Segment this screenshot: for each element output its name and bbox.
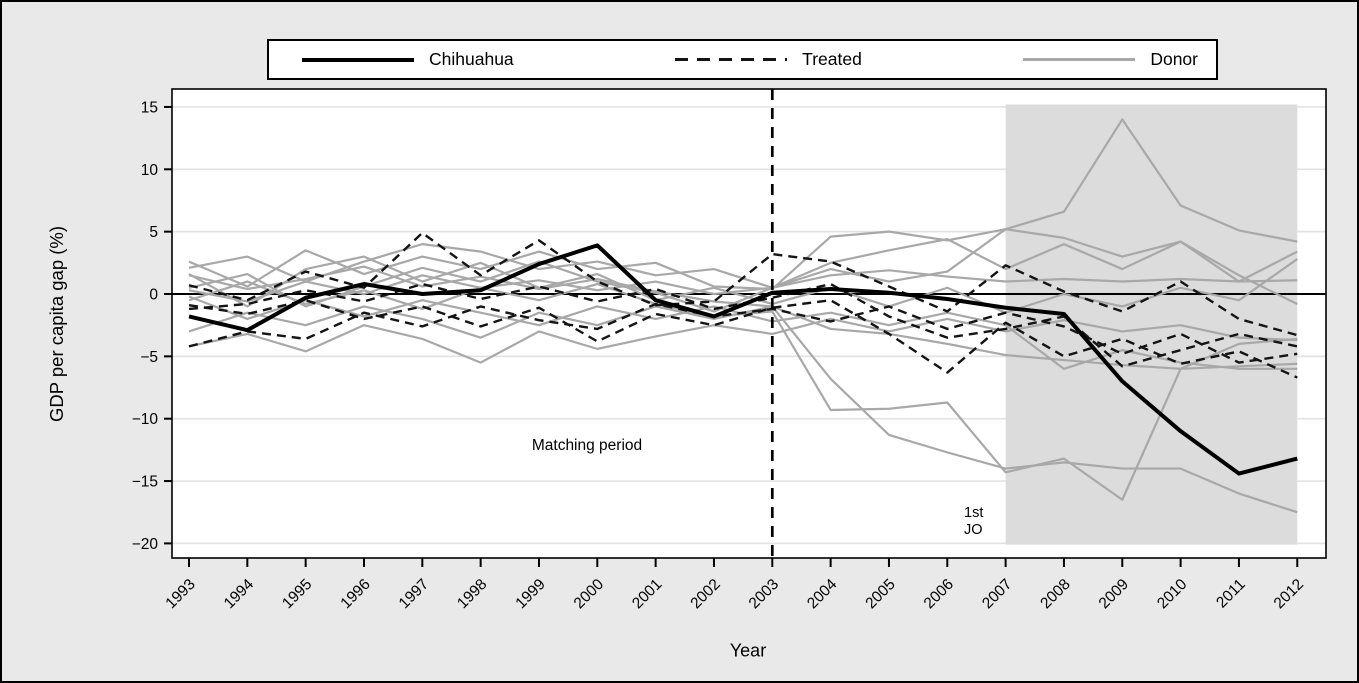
- x-tick-label: 2010: [1154, 576, 1191, 613]
- treated-line: [188, 282, 1298, 368]
- donor-line: [188, 295, 1298, 370]
- y-tick-label: −5: [140, 349, 158, 366]
- x-tick-label: 1994: [221, 576, 258, 613]
- y-tick-label: −15: [132, 474, 158, 491]
- chihuahua-line: [188, 243, 1298, 476]
- treated-line: [188, 302, 1298, 364]
- first-jo-line2: JO: [964, 522, 983, 538]
- legend-entry-donor: Donor: [1023, 49, 1198, 70]
- treated-line: [188, 231, 1298, 337]
- x-tick-label: 2001: [629, 576, 665, 612]
- x-tick-label: 2002: [687, 576, 723, 612]
- y-axis-title: GDP per capita gap (%): [46, 225, 67, 423]
- x-tick-label: 1993: [162, 576, 198, 612]
- y-tick-label: 0: [149, 287, 158, 304]
- donor-line: [188, 317, 1298, 364]
- x-tick-label: 2009: [1096, 576, 1132, 612]
- chart-legend: Chihuahua Treated Donor: [267, 39, 1218, 80]
- x-axis-title: Year: [729, 640, 767, 661]
- x-tick-label: 1996: [337, 576, 373, 612]
- x-tick-label: 2003: [746, 576, 782, 612]
- post-treatment-region: [1005, 104, 1298, 545]
- x-tick-label: 2012: [1271, 576, 1307, 612]
- x-tick-label: 2006: [921, 576, 957, 612]
- y-tick-label: 10: [141, 162, 159, 179]
- x-tick-label: 2008: [1037, 576, 1073, 612]
- legend-label-treated: Treated: [802, 49, 862, 69]
- x-tick-label: 1998: [454, 576, 490, 612]
- donor-line: [188, 118, 1298, 313]
- matching-period-annotation: Matching period: [531, 437, 643, 454]
- legend-entry-chihuahua: Chihuahua: [302, 49, 514, 70]
- legend-label-donor: Donor: [1150, 49, 1198, 69]
- x-tick-label: 2007: [979, 576, 1015, 612]
- y-tick-label: −10: [132, 411, 159, 428]
- x-tick-label: 1999: [512, 576, 548, 612]
- donor-line-sample-icon: [1023, 58, 1136, 61]
- x-tick-label: 2005: [862, 576, 898, 612]
- donor-line: [188, 269, 1298, 303]
- first-jo-annotation: 1st JO: [964, 505, 983, 539]
- plot-border: [171, 88, 1327, 559]
- treated-line-sample-icon: [675, 58, 788, 61]
- x-tick-label: 2000: [571, 576, 608, 613]
- treated-line: [188, 299, 1298, 379]
- legend-entry-treated: Treated: [675, 49, 862, 70]
- y-tick-label: −20: [132, 536, 159, 553]
- y-tick-label: 15: [141, 99, 158, 116]
- x-tick-label: 2004: [804, 576, 841, 613]
- chihuahua-line-sample-icon: [302, 57, 414, 62]
- first-jo-line1: 1st: [964, 505, 984, 521]
- x-tick-label: 1997: [396, 576, 432, 612]
- legend-label-chihuahua: Chihuahua: [429, 49, 514, 69]
- x-tick-label: 2011: [1213, 576, 1249, 612]
- x-tick-label: 1995: [279, 576, 315, 612]
- donor-line: [188, 255, 1298, 314]
- y-tick-label: 5: [149, 224, 158, 241]
- donor-line: [188, 228, 1298, 291]
